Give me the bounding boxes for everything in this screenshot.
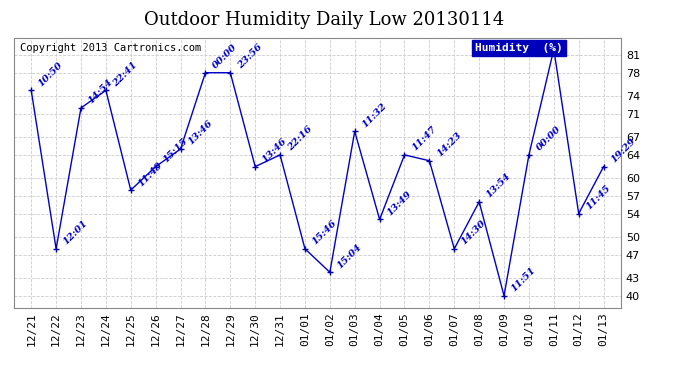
Text: 13:54: 13:54 (484, 172, 513, 200)
Text: 12:01: 12:01 (61, 219, 90, 247)
Text: 13:49: 13:49 (385, 189, 413, 217)
Text: 00:00: 00:00 (211, 42, 239, 70)
Text: 00:00: 00:00 (535, 125, 562, 153)
Text: 19:29: 19:29 (609, 136, 637, 165)
Text: 13:46: 13:46 (186, 119, 214, 147)
Text: Copyright 2013 Cartronics.com: Copyright 2013 Cartronics.com (20, 43, 201, 53)
Text: 14:54: 14:54 (86, 78, 115, 106)
Text: 14:23: 14:23 (435, 130, 463, 159)
Text: 13:46: 13:46 (261, 136, 288, 165)
Text: 23:56: 23:56 (236, 42, 264, 70)
Text: 15:15: 15:15 (161, 136, 189, 165)
Text: 11:45: 11:45 (584, 183, 612, 211)
Text: 11:47: 11:47 (410, 125, 438, 153)
Text: Humidity  (%): Humidity (%) (475, 43, 563, 53)
Text: 15:46: 15:46 (310, 219, 339, 247)
Text: 22:41: 22:41 (111, 60, 139, 88)
Text: 10:50: 10:50 (37, 60, 65, 88)
Text: 22:16: 22:16 (286, 125, 314, 153)
Text: 11:32: 11:32 (360, 101, 388, 129)
Text: 14:30: 14:30 (460, 219, 488, 247)
Text: Outdoor Humidity Daily Low 20130114: Outdoor Humidity Daily Low 20130114 (144, 11, 504, 29)
Text: 11:49: 11:49 (137, 160, 164, 188)
Text: 15:04: 15:04 (335, 242, 364, 270)
Text: 11:51: 11:51 (510, 266, 538, 294)
